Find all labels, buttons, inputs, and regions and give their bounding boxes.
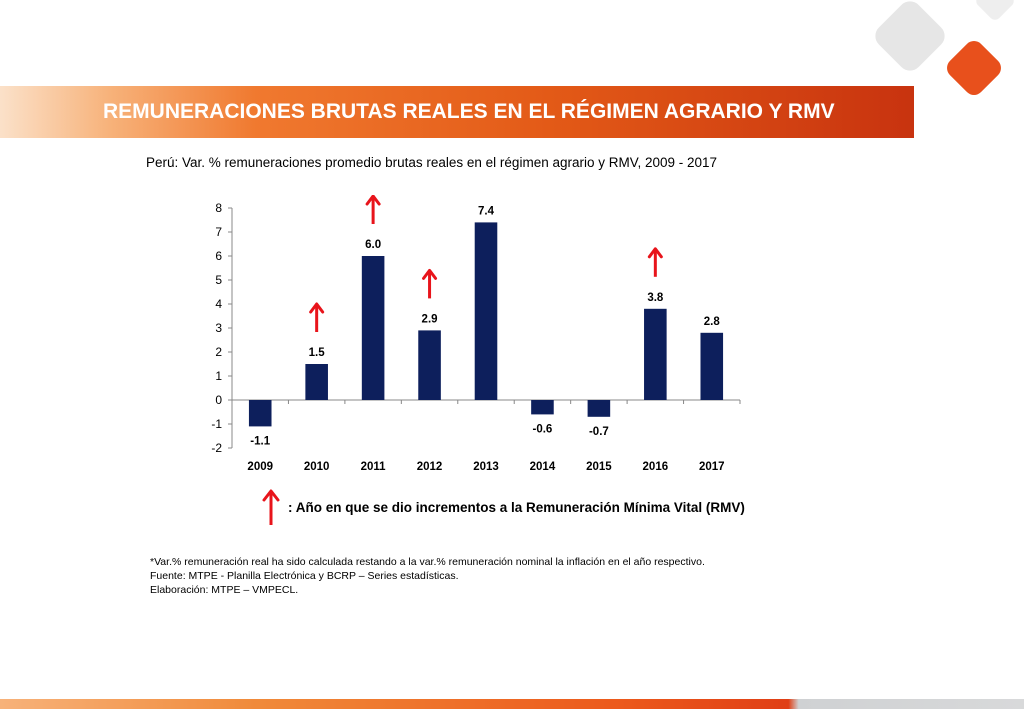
data-label-2013: 7.4 <box>478 205 495 217</box>
note-methodology: *Var.% remuneración real ha sido calcula… <box>150 556 705 568</box>
legend-text: : Año en que se dio incrementos a la Rem… <box>288 500 745 515</box>
data-label-2010: 1.5 <box>309 347 326 359</box>
legend <box>262 489 280 525</box>
logo <box>875 0 1014 95</box>
y-tick-label: 8 <box>215 201 222 215</box>
data-label-2014: -0.6 <box>533 423 553 435</box>
bottom-bar <box>0 699 1024 709</box>
notes: *Var.% remuneración real ha sido calcula… <box>150 555 705 597</box>
y-tick-label: 2 <box>215 345 222 359</box>
bar-2013 <box>474 222 498 400</box>
data-label-2016: 3.8 <box>647 292 664 304</box>
rmv-arrow-icon-2011 <box>365 195 381 224</box>
bar-2015 <box>587 400 611 417</box>
x-tick-label-2010: 2010 <box>304 461 330 473</box>
y-tick-label: 3 <box>215 321 222 335</box>
data-label-2009: -1.1 <box>250 435 270 447</box>
chart-title: Perú: Var. % remuneraciones promedio bru… <box>146 155 718 170</box>
slide-title: REMUNERACIONES BRUTAS REALES EN EL RÉGIM… <box>103 100 835 123</box>
y-tick-label: 5 <box>215 273 222 287</box>
rmv-arrow-icon-2012 <box>422 268 438 299</box>
y-tick-label: 7 <box>215 225 222 239</box>
y-tick-label: -2 <box>211 441 222 455</box>
bar-2014 <box>531 400 554 415</box>
data-label-2011: 6.0 <box>365 239 381 251</box>
data-label-2012: 2.9 <box>422 313 438 325</box>
rmv-arrow-icon-2010 <box>309 302 325 332</box>
gray-diamond-icon <box>875 1 945 71</box>
data-label-2017: 2.8 <box>704 316 721 328</box>
bar-2010 <box>305 364 328 400</box>
note-elaboration: Elaboración: MTPE – VMPECL. <box>150 584 299 596</box>
y-tick-label: 4 <box>215 297 222 311</box>
y-tick-label: 6 <box>215 249 222 263</box>
title-bar <box>0 86 914 138</box>
data-label-2015: -0.7 <box>589 426 609 438</box>
y-tick-label: -1 <box>211 417 222 431</box>
x-tick-label-2016: 2016 <box>643 461 669 473</box>
bar-2012 <box>418 330 441 400</box>
bar-chart: 8 7 6 5 4 3 2 1 0 -1 -2 -1.1 2009 1.5 2010 6.0 2011 2.9 20… <box>211 195 741 473</box>
x-tick-label-2009: 2009 <box>247 461 273 473</box>
red-up-arrow-icon <box>262 489 280 525</box>
bar-2016 <box>644 308 667 400</box>
bar-2009 <box>248 400 272 427</box>
x-tick-label-2011: 2011 <box>361 461 387 473</box>
small-gray-diamond-icon <box>976 0 1014 20</box>
bar-2011 <box>361 256 385 400</box>
orange-diamond-icon <box>947 41 1001 95</box>
x-tick-label-2017: 2017 <box>699 461 725 473</box>
x-tick-label-2012: 2012 <box>417 461 443 473</box>
y-tick-label: 1 <box>215 369 222 383</box>
note-source: Fuente: MTPE - Planilla Electrónica y BC… <box>150 570 459 582</box>
x-tick-label-2015: 2015 <box>586 461 612 473</box>
bar-2017 <box>700 332 724 400</box>
y-tick-label: 0 <box>215 393 222 407</box>
x-tick-label-2014: 2014 <box>530 461 556 473</box>
rmv-arrow-icon-2016 <box>647 247 663 277</box>
x-tick-label-2013: 2013 <box>473 461 499 473</box>
